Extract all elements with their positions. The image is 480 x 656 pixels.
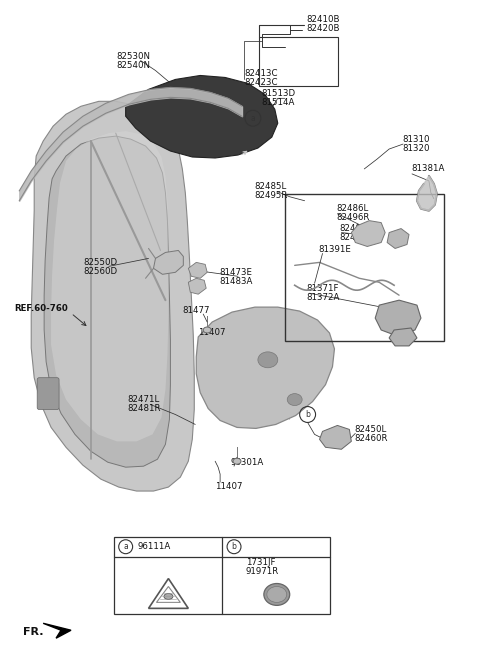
Text: 11407: 11407 — [215, 482, 243, 491]
Polygon shape — [320, 426, 351, 449]
Text: 82450L: 82450L — [354, 425, 386, 434]
Text: 81391E: 81391E — [319, 245, 351, 254]
Text: 82530N: 82530N — [117, 52, 151, 61]
Text: 81513D: 81513D — [262, 89, 296, 98]
Text: 82471L: 82471L — [128, 395, 160, 404]
Polygon shape — [188, 278, 206, 294]
Text: 82410B: 82410B — [307, 15, 340, 24]
Text: b: b — [305, 410, 310, 419]
Polygon shape — [44, 136, 170, 467]
Text: 82486L: 82486L — [336, 204, 369, 213]
Text: 82540N: 82540N — [117, 61, 151, 70]
Bar — [114, 537, 330, 614]
Text: 82413C: 82413C — [244, 69, 277, 78]
Polygon shape — [154, 251, 183, 274]
Polygon shape — [387, 228, 409, 249]
Text: a: a — [123, 543, 128, 551]
Polygon shape — [188, 262, 207, 278]
Text: 81473E: 81473E — [219, 268, 252, 277]
Text: 82423C: 82423C — [244, 78, 277, 87]
Text: REF.60-760: REF.60-760 — [14, 304, 68, 313]
Text: 91971R: 91971R — [246, 567, 279, 576]
Polygon shape — [51, 131, 168, 441]
Text: 81372A: 81372A — [307, 293, 340, 302]
Text: 81320: 81320 — [402, 144, 430, 153]
Ellipse shape — [267, 586, 287, 602]
Text: 82560D: 82560D — [83, 267, 117, 276]
Ellipse shape — [287, 394, 302, 405]
Text: 82496R: 82496R — [336, 213, 370, 222]
Polygon shape — [31, 101, 194, 491]
Polygon shape — [43, 623, 71, 638]
Bar — [285, 194, 444, 341]
Polygon shape — [126, 75, 278, 158]
Text: 1731JF: 1731JF — [246, 558, 276, 567]
Text: 82494A: 82494A — [339, 233, 372, 242]
Text: 11407: 11407 — [198, 329, 226, 337]
Polygon shape — [351, 220, 385, 247]
Text: 81310: 81310 — [402, 134, 430, 144]
Ellipse shape — [258, 352, 278, 368]
Text: 96111A: 96111A — [138, 543, 171, 551]
Ellipse shape — [233, 459, 241, 464]
Text: b: b — [231, 543, 237, 551]
Bar — [259, 37, 338, 87]
Polygon shape — [417, 176, 437, 211]
FancyBboxPatch shape — [37, 378, 59, 409]
Text: 82484: 82484 — [339, 224, 367, 233]
Text: 82460R: 82460R — [354, 434, 388, 443]
Text: 82495R: 82495R — [254, 192, 288, 200]
Text: 96301A: 96301A — [230, 458, 264, 466]
Ellipse shape — [203, 327, 211, 333]
Polygon shape — [375, 300, 421, 336]
Polygon shape — [389, 328, 417, 346]
Text: 82420B: 82420B — [307, 24, 340, 33]
Text: 82485L: 82485L — [254, 182, 286, 192]
Text: 81477: 81477 — [182, 306, 210, 315]
Ellipse shape — [164, 594, 173, 600]
Ellipse shape — [264, 584, 290, 605]
Text: a: a — [251, 113, 255, 123]
Text: 81514A: 81514A — [262, 98, 295, 107]
Text: 81483A: 81483A — [219, 277, 252, 286]
Polygon shape — [196, 307, 335, 428]
Text: 81371F: 81371F — [307, 284, 339, 293]
Text: FR.: FR. — [23, 627, 44, 637]
Text: 81381A: 81381A — [411, 165, 444, 173]
Text: 82481R: 82481R — [128, 404, 161, 413]
Text: 82550D: 82550D — [83, 258, 117, 267]
